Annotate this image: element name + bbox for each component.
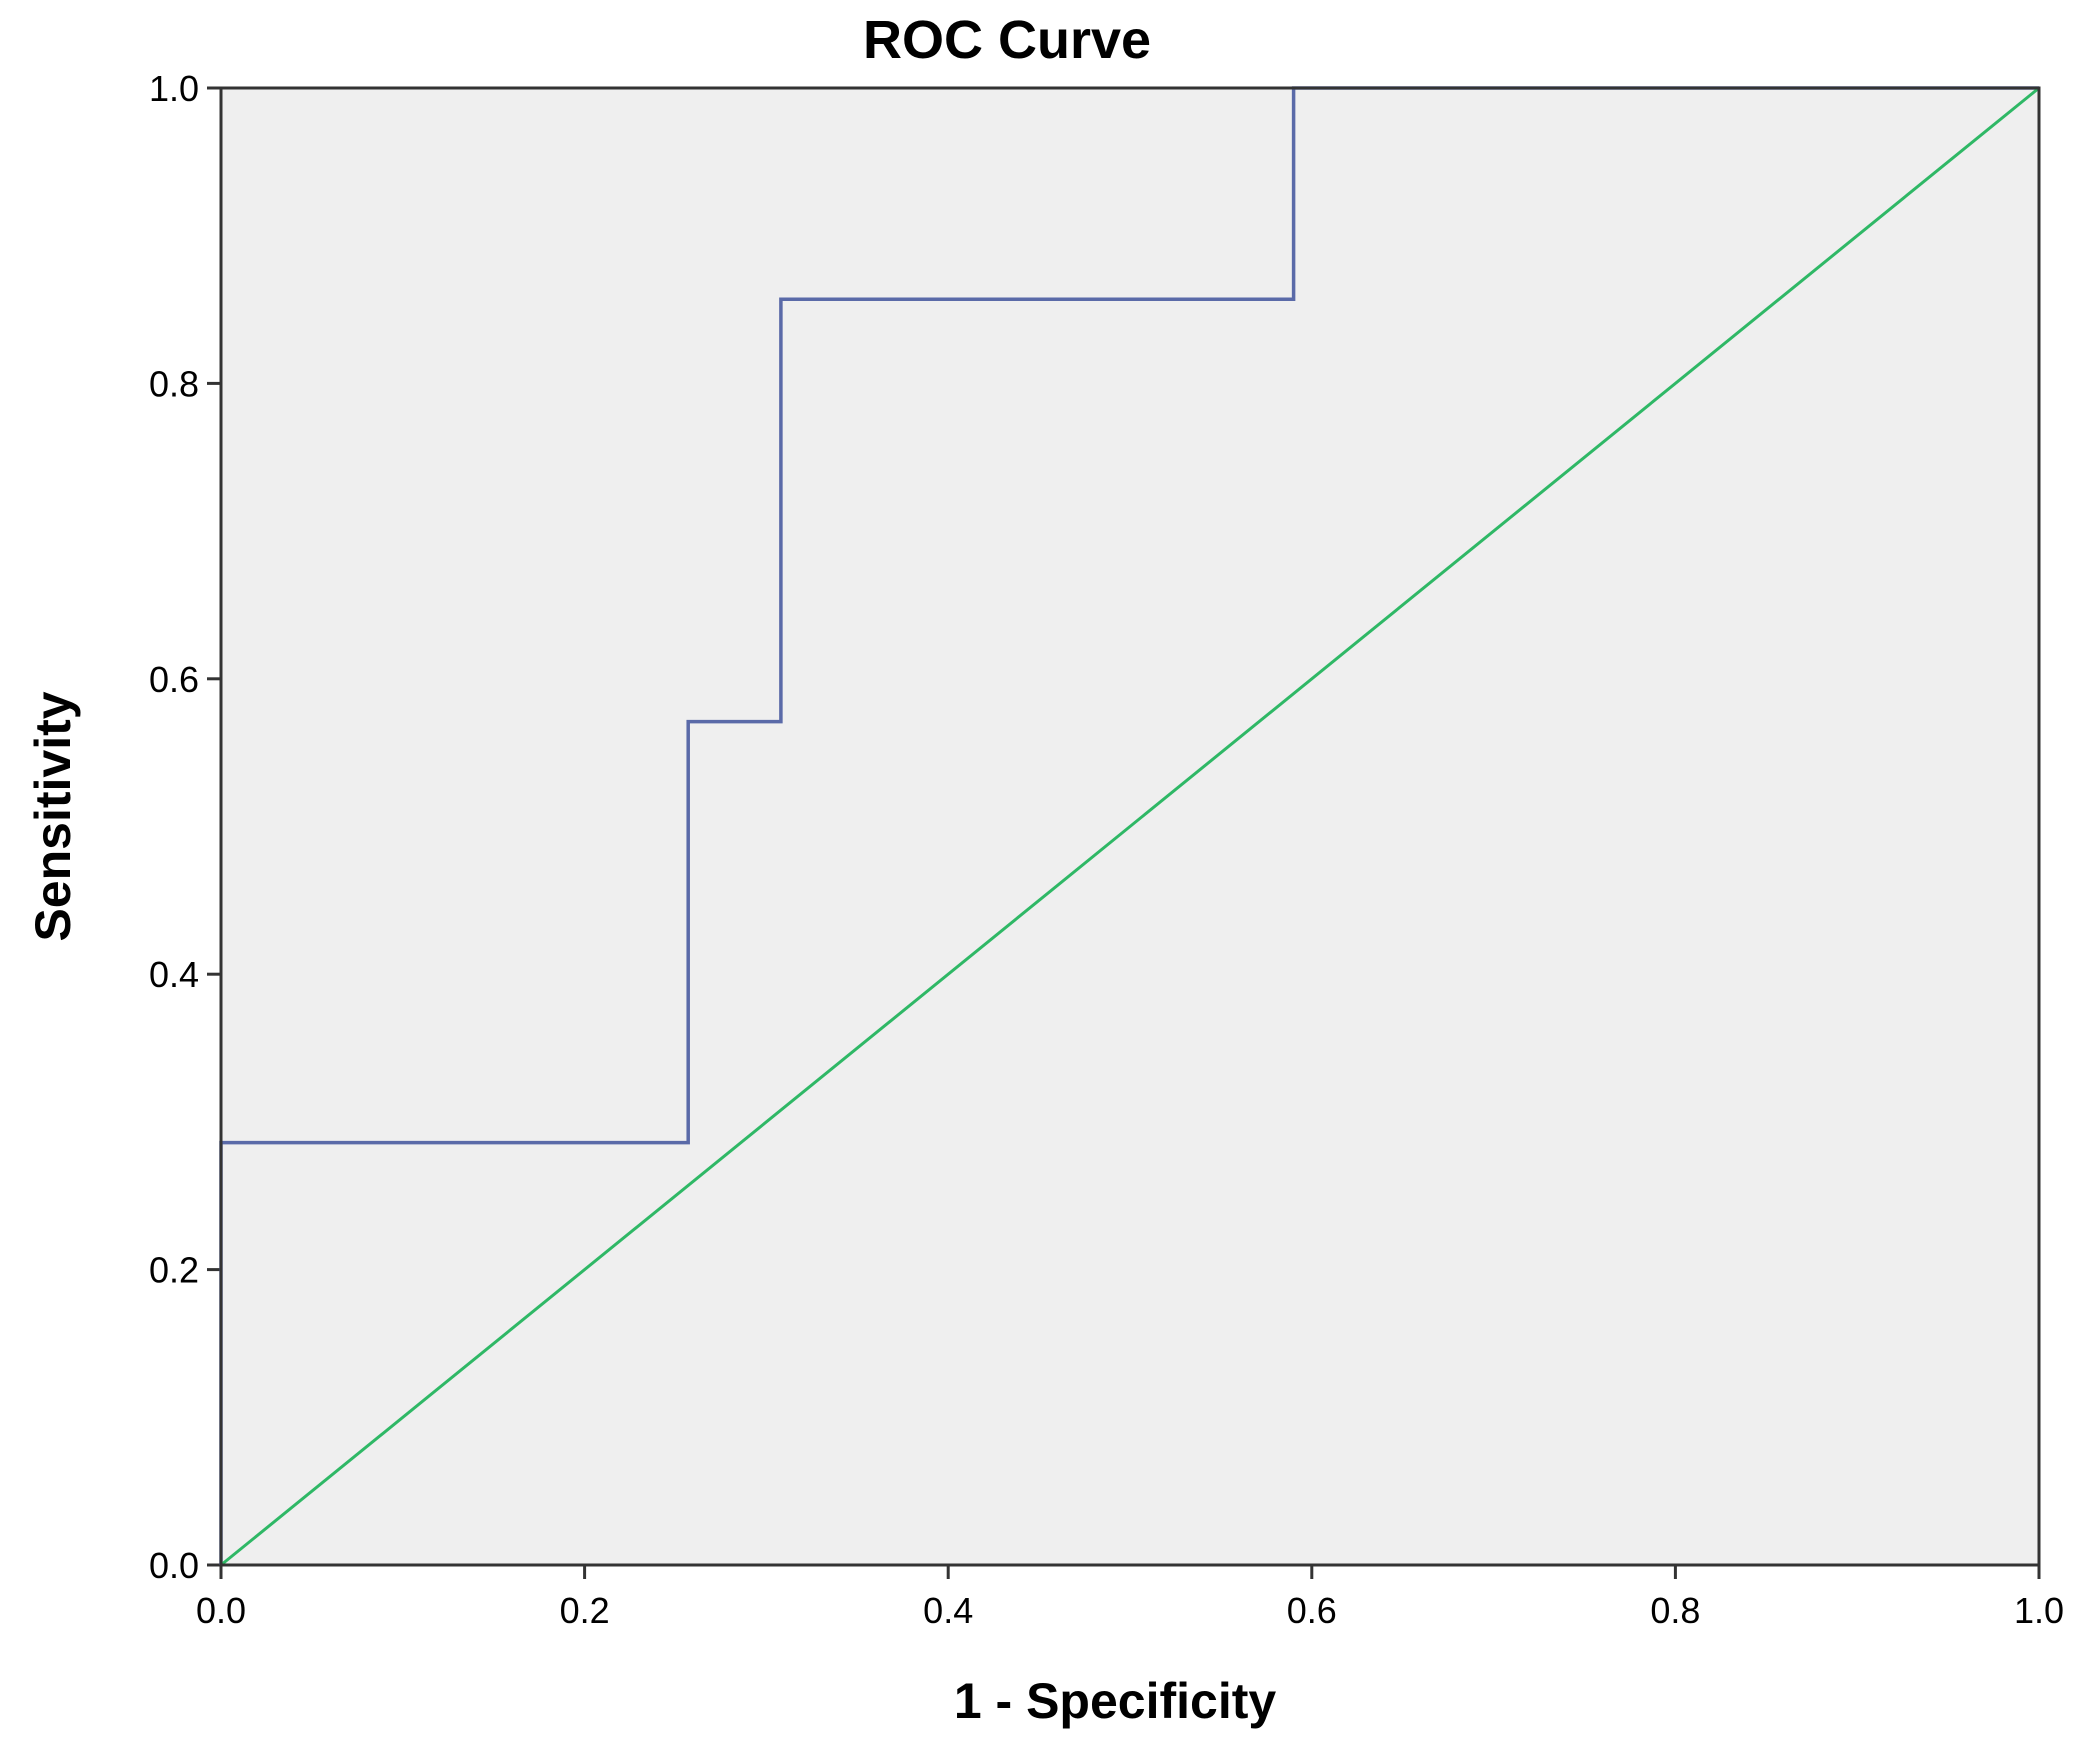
roc-curve-line <box>219 86 2039 1565</box>
x-tick-label: 0.2 <box>560 1590 610 1631</box>
x-tick-label: 0.4 <box>923 1590 973 1631</box>
x-axis-label: 1 - Specificity <box>954 1673 1277 1729</box>
y-tick-label: 0.6 <box>149 659 199 700</box>
y-tick-label: 0.4 <box>149 954 199 995</box>
axis-ticks: 0.0 0.2 0.4 0.6 0.8 1.0 0.0 0.2 0.4 0.6 0.8 1.0 <box>149 68 2064 1631</box>
x-tick-label: 0.6 <box>1287 1590 1337 1631</box>
y-tick-label: 0.2 <box>149 1250 199 1291</box>
plot-frame <box>219 86 2041 1567</box>
x-tick-label: 0.0 <box>196 1590 246 1631</box>
x-tick-label: 0.8 <box>1650 1590 1700 1631</box>
y-tick-label: 1.0 <box>149 68 199 109</box>
reference-diagonal-line <box>220 86 2040 1567</box>
y-tick-label: 0.0 <box>149 1545 199 1586</box>
y-axis-label: Sensitivity <box>25 691 81 941</box>
series-group <box>219 86 2040 1567</box>
y-tick-label: 0.8 <box>149 363 199 404</box>
chart-title: ROC Curve <box>863 10 1151 70</box>
x-tick-label: 1.0 <box>2014 1590 2064 1631</box>
